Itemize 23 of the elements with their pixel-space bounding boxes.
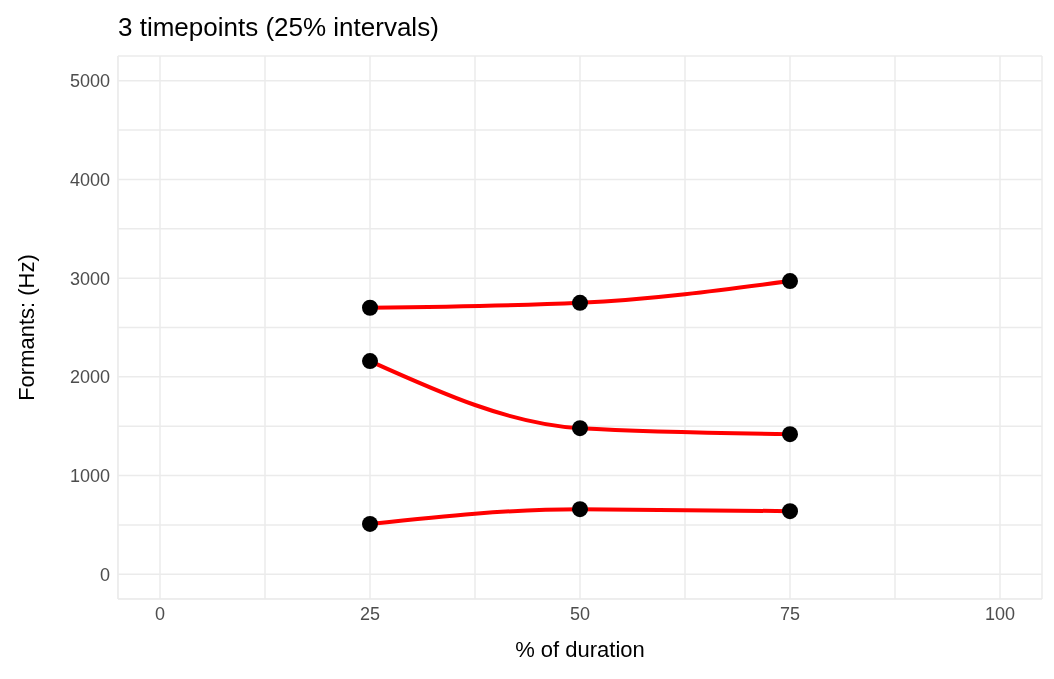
- y-tick-label: 1000: [69, 465, 110, 486]
- x-tick-label: 25: [359, 603, 381, 624]
- x-tick-label: 75: [779, 603, 801, 624]
- point: [782, 273, 798, 290]
- point: [782, 426, 798, 443]
- point: [362, 353, 378, 370]
- y-tick-label: 0: [99, 564, 110, 585]
- point: [572, 294, 588, 311]
- y-axis-title: Formants: (Hz): [13, 254, 39, 401]
- y-tick-label: 2000: [69, 367, 110, 388]
- x-tick-label: 100: [984, 603, 1016, 624]
- y-tick-label: 4000: [69, 169, 110, 190]
- point: [362, 515, 378, 532]
- x-tick-label: 0: [154, 603, 166, 624]
- x-axis-title: % of duration: [515, 637, 645, 662]
- point: [782, 503, 798, 520]
- chart-title: 3 timepoints (25% intervals): [118, 12, 439, 43]
- point: [362, 299, 378, 316]
- y-tick-label: 3000: [69, 268, 110, 289]
- x-tick-label: 50: [569, 603, 591, 624]
- point: [572, 501, 588, 518]
- y-tick-label: 5000: [69, 71, 110, 92]
- point: [572, 420, 588, 437]
